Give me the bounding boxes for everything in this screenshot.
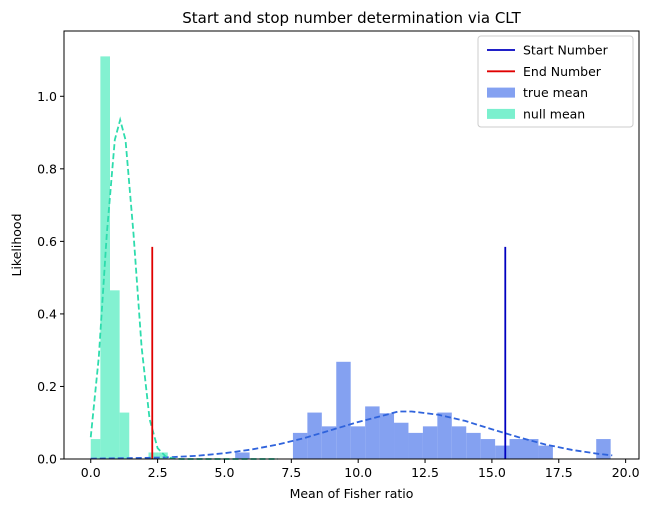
x-axis: 0.0 2.5 5.0 7.5 10.0 12.5 15.0 17.5 20.0 (81, 459, 640, 480)
histogram-bar (466, 432, 481, 459)
y-tick-label: 0.0 (37, 452, 57, 467)
x-tick-label: 15.0 (478, 465, 506, 480)
fit-curve-1 (90, 410, 613, 460)
legend-label-start-number: Start Number (523, 43, 609, 58)
histogram-bar (538, 445, 553, 459)
y-tick-label: 1.0 (37, 89, 57, 104)
histogram-bar (90, 439, 101, 459)
histogram-bar (119, 412, 130, 459)
histogram-bar (422, 426, 438, 459)
histogram-bar (148, 452, 159, 459)
y-tick-label: 0.4 (37, 306, 57, 321)
histogram-bar (509, 439, 524, 459)
y-tick-label: 0.6 (37, 234, 57, 249)
x-tick-label: 10.0 (344, 465, 372, 480)
histogram-bar (480, 439, 496, 459)
chart-title: Start and stop number determination via … (182, 9, 521, 27)
x-tick-label: 12.5 (411, 465, 439, 480)
histogram-bar (495, 445, 510, 459)
x-tick-label: 20.0 (612, 465, 640, 480)
x-tick-label: 17.5 (545, 465, 573, 480)
x-tick-label: 2.5 (148, 465, 168, 480)
histogram-bar (365, 406, 380, 459)
histogram-bar (350, 426, 366, 459)
y-axis: 0.0 0.2 0.4 0.6 0.8 1.0 (37, 89, 64, 467)
x-tick-label: 0.0 (81, 465, 101, 480)
x-tick-label: 7.5 (281, 465, 301, 480)
histogram-bar (235, 452, 250, 459)
legend: Start Number End Number true mean null mea… (477, 35, 634, 128)
histogram-bar (158, 452, 168, 459)
legend-label-null-mean: null mean (523, 106, 585, 121)
y-tick-label: 0.8 (37, 161, 57, 176)
histogram-bar (451, 426, 467, 459)
y-axis-label: Likelihood (9, 213, 24, 276)
histogram-bar (110, 290, 120, 459)
histogram-bar (408, 432, 423, 459)
histogram-bar (394, 422, 409, 459)
histogram-bar (336, 361, 351, 459)
histogram-bar (596, 439, 611, 459)
histogram-bar (524, 439, 539, 459)
legend-label-end-number: End Number (523, 64, 602, 79)
y-tick-label: 0.2 (37, 379, 57, 394)
histogram-bar (292, 432, 308, 459)
plot-area (89, 56, 613, 460)
x-axis-label: Mean of Fisher ratio (290, 486, 414, 501)
histogram-bar (379, 413, 395, 459)
histogram-bar (321, 426, 337, 459)
histogram-bar (437, 412, 452, 459)
legend-swatch-null-mean (487, 108, 515, 119)
legend-swatch-true-mean (487, 87, 515, 98)
x-tick-label: 5.0 (215, 465, 235, 480)
legend-box (477, 35, 634, 128)
axes-frame (63, 30, 640, 460)
legend-label-true-mean: true mean (523, 85, 588, 100)
